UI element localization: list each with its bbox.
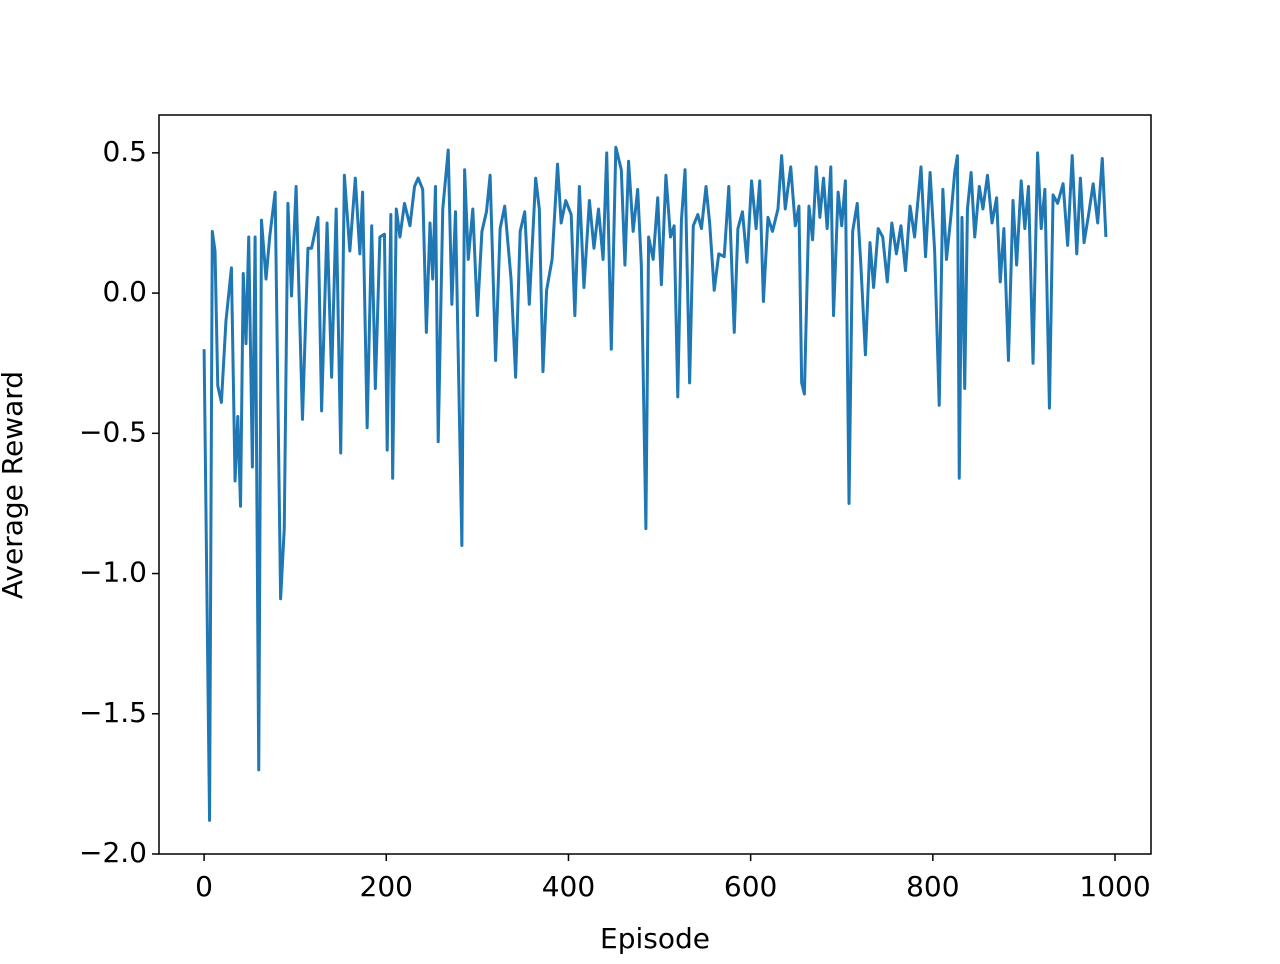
- y-axis-label: Average Reward: [0, 371, 29, 599]
- x-tick-label: 1000: [1079, 870, 1150, 903]
- y-tick-label: −2.0: [79, 836, 147, 869]
- line-series: [202, 145, 1108, 822]
- x-tick-label: 200: [360, 870, 413, 903]
- y-tick-label: 0.5: [102, 135, 147, 168]
- y-tick-label: 0.0: [102, 275, 147, 308]
- y-tick-label: −1.5: [79, 696, 147, 729]
- x-tick-label: 400: [542, 870, 595, 903]
- y-tick-label: −0.5: [79, 415, 147, 448]
- y-tick-label: −1.0: [79, 556, 147, 589]
- x-tick-label: 600: [724, 870, 777, 903]
- x-axis-label: Episode: [600, 922, 710, 955]
- plot-frame: [158, 114, 1152, 855]
- x-tick-label: 0: [195, 870, 213, 903]
- x-tick-label: 800: [906, 870, 959, 903]
